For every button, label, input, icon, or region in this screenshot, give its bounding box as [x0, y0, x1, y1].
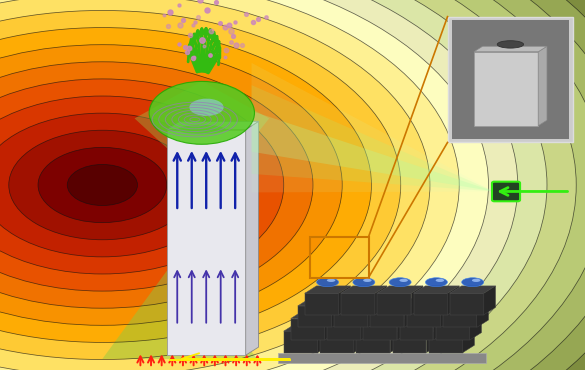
Ellipse shape	[418, 290, 441, 299]
Ellipse shape	[458, 304, 466, 307]
Ellipse shape	[448, 303, 470, 312]
Ellipse shape	[0, 96, 254, 274]
Ellipse shape	[429, 291, 437, 295]
Bar	[450, 293, 484, 315]
Polygon shape	[477, 299, 488, 327]
Ellipse shape	[393, 291, 401, 295]
Polygon shape	[167, 121, 259, 130]
Ellipse shape	[455, 290, 477, 299]
Polygon shape	[484, 286, 495, 315]
Ellipse shape	[309, 290, 332, 299]
Ellipse shape	[411, 303, 433, 312]
Polygon shape	[341, 286, 387, 293]
Ellipse shape	[346, 290, 368, 299]
Ellipse shape	[451, 317, 459, 320]
Bar	[393, 331, 426, 353]
Polygon shape	[443, 299, 488, 306]
Ellipse shape	[316, 278, 339, 287]
Ellipse shape	[378, 317, 387, 320]
Polygon shape	[448, 286, 459, 315]
Bar	[377, 293, 411, 315]
Ellipse shape	[190, 99, 223, 116]
Ellipse shape	[327, 279, 335, 282]
Polygon shape	[298, 299, 343, 306]
Ellipse shape	[302, 303, 325, 312]
Ellipse shape	[9, 130, 196, 240]
Ellipse shape	[313, 304, 321, 307]
Polygon shape	[463, 324, 474, 353]
Polygon shape	[426, 324, 438, 353]
Polygon shape	[414, 286, 459, 293]
Ellipse shape	[0, 0, 459, 370]
Ellipse shape	[363, 279, 371, 282]
Polygon shape	[450, 286, 495, 293]
Ellipse shape	[462, 278, 484, 287]
Ellipse shape	[295, 316, 318, 324]
Ellipse shape	[0, 0, 430, 370]
Ellipse shape	[422, 304, 430, 307]
Bar	[334, 306, 368, 327]
Polygon shape	[393, 324, 438, 331]
Polygon shape	[320, 324, 366, 331]
FancyBboxPatch shape	[492, 182, 520, 201]
Ellipse shape	[415, 317, 423, 320]
Ellipse shape	[306, 317, 314, 320]
Ellipse shape	[386, 304, 394, 307]
Ellipse shape	[382, 290, 404, 299]
Ellipse shape	[339, 303, 361, 312]
Bar	[407, 306, 441, 327]
Ellipse shape	[38, 147, 167, 223]
Polygon shape	[436, 311, 481, 319]
Polygon shape	[318, 324, 329, 353]
Polygon shape	[252, 63, 494, 192]
Ellipse shape	[404, 316, 426, 324]
Bar	[356, 331, 390, 353]
Polygon shape	[397, 311, 409, 340]
Polygon shape	[538, 46, 547, 126]
Ellipse shape	[465, 291, 473, 295]
Bar	[278, 353, 486, 363]
Bar	[341, 293, 375, 315]
Bar	[284, 331, 318, 353]
Ellipse shape	[353, 278, 375, 287]
Bar	[320, 331, 354, 353]
Polygon shape	[433, 311, 445, 340]
Polygon shape	[407, 299, 452, 306]
Bar	[167, 130, 246, 355]
Ellipse shape	[368, 316, 390, 324]
Bar	[363, 319, 397, 340]
Bar	[400, 319, 433, 340]
Ellipse shape	[0, 0, 518, 370]
Ellipse shape	[0, 0, 488, 370]
Ellipse shape	[441, 316, 463, 324]
Ellipse shape	[0, 79, 284, 291]
Ellipse shape	[400, 279, 408, 282]
Polygon shape	[246, 121, 259, 355]
Bar	[474, 52, 538, 126]
Polygon shape	[252, 85, 494, 192]
Polygon shape	[339, 286, 350, 315]
Polygon shape	[474, 46, 547, 52]
Bar	[436, 319, 470, 340]
Bar	[443, 306, 477, 327]
Polygon shape	[135, 81, 269, 148]
Ellipse shape	[67, 164, 137, 206]
Ellipse shape	[149, 81, 254, 144]
Polygon shape	[363, 311, 409, 319]
Bar	[291, 319, 325, 340]
Polygon shape	[368, 299, 380, 327]
Polygon shape	[284, 324, 329, 331]
Polygon shape	[325, 311, 336, 340]
Ellipse shape	[0, 113, 225, 257]
Polygon shape	[390, 324, 402, 353]
Bar	[298, 306, 332, 327]
Ellipse shape	[472, 279, 480, 282]
Ellipse shape	[342, 317, 350, 320]
Polygon shape	[411, 286, 423, 315]
Ellipse shape	[349, 304, 357, 307]
Ellipse shape	[332, 316, 354, 324]
Polygon shape	[370, 299, 416, 306]
